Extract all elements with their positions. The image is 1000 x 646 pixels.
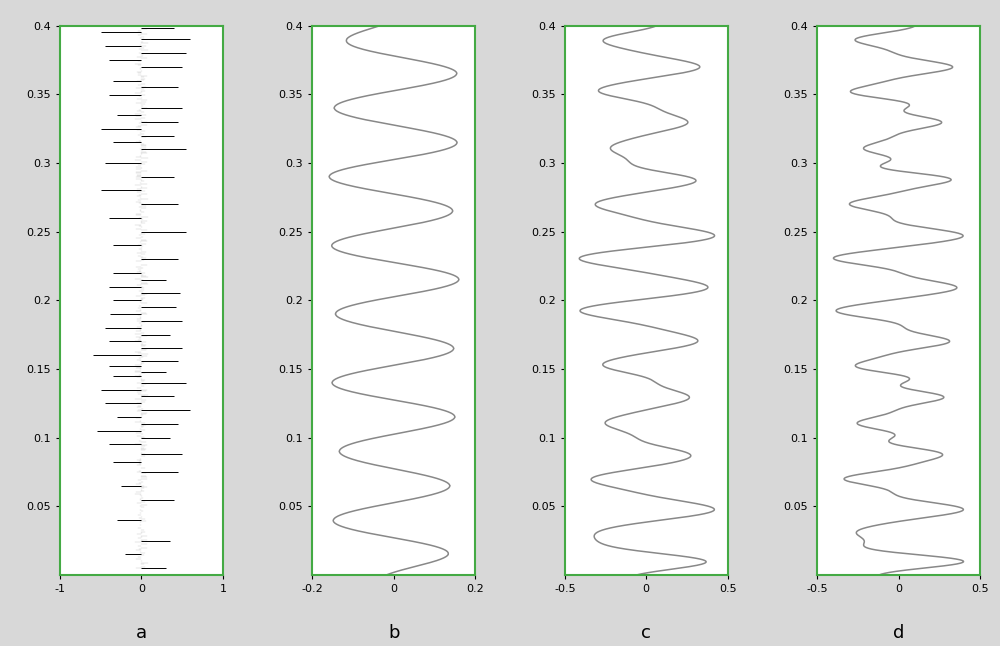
Text: c: c bbox=[641, 624, 651, 642]
Text: b: b bbox=[388, 624, 400, 642]
Text: a: a bbox=[136, 624, 147, 642]
Text: d: d bbox=[893, 624, 904, 642]
